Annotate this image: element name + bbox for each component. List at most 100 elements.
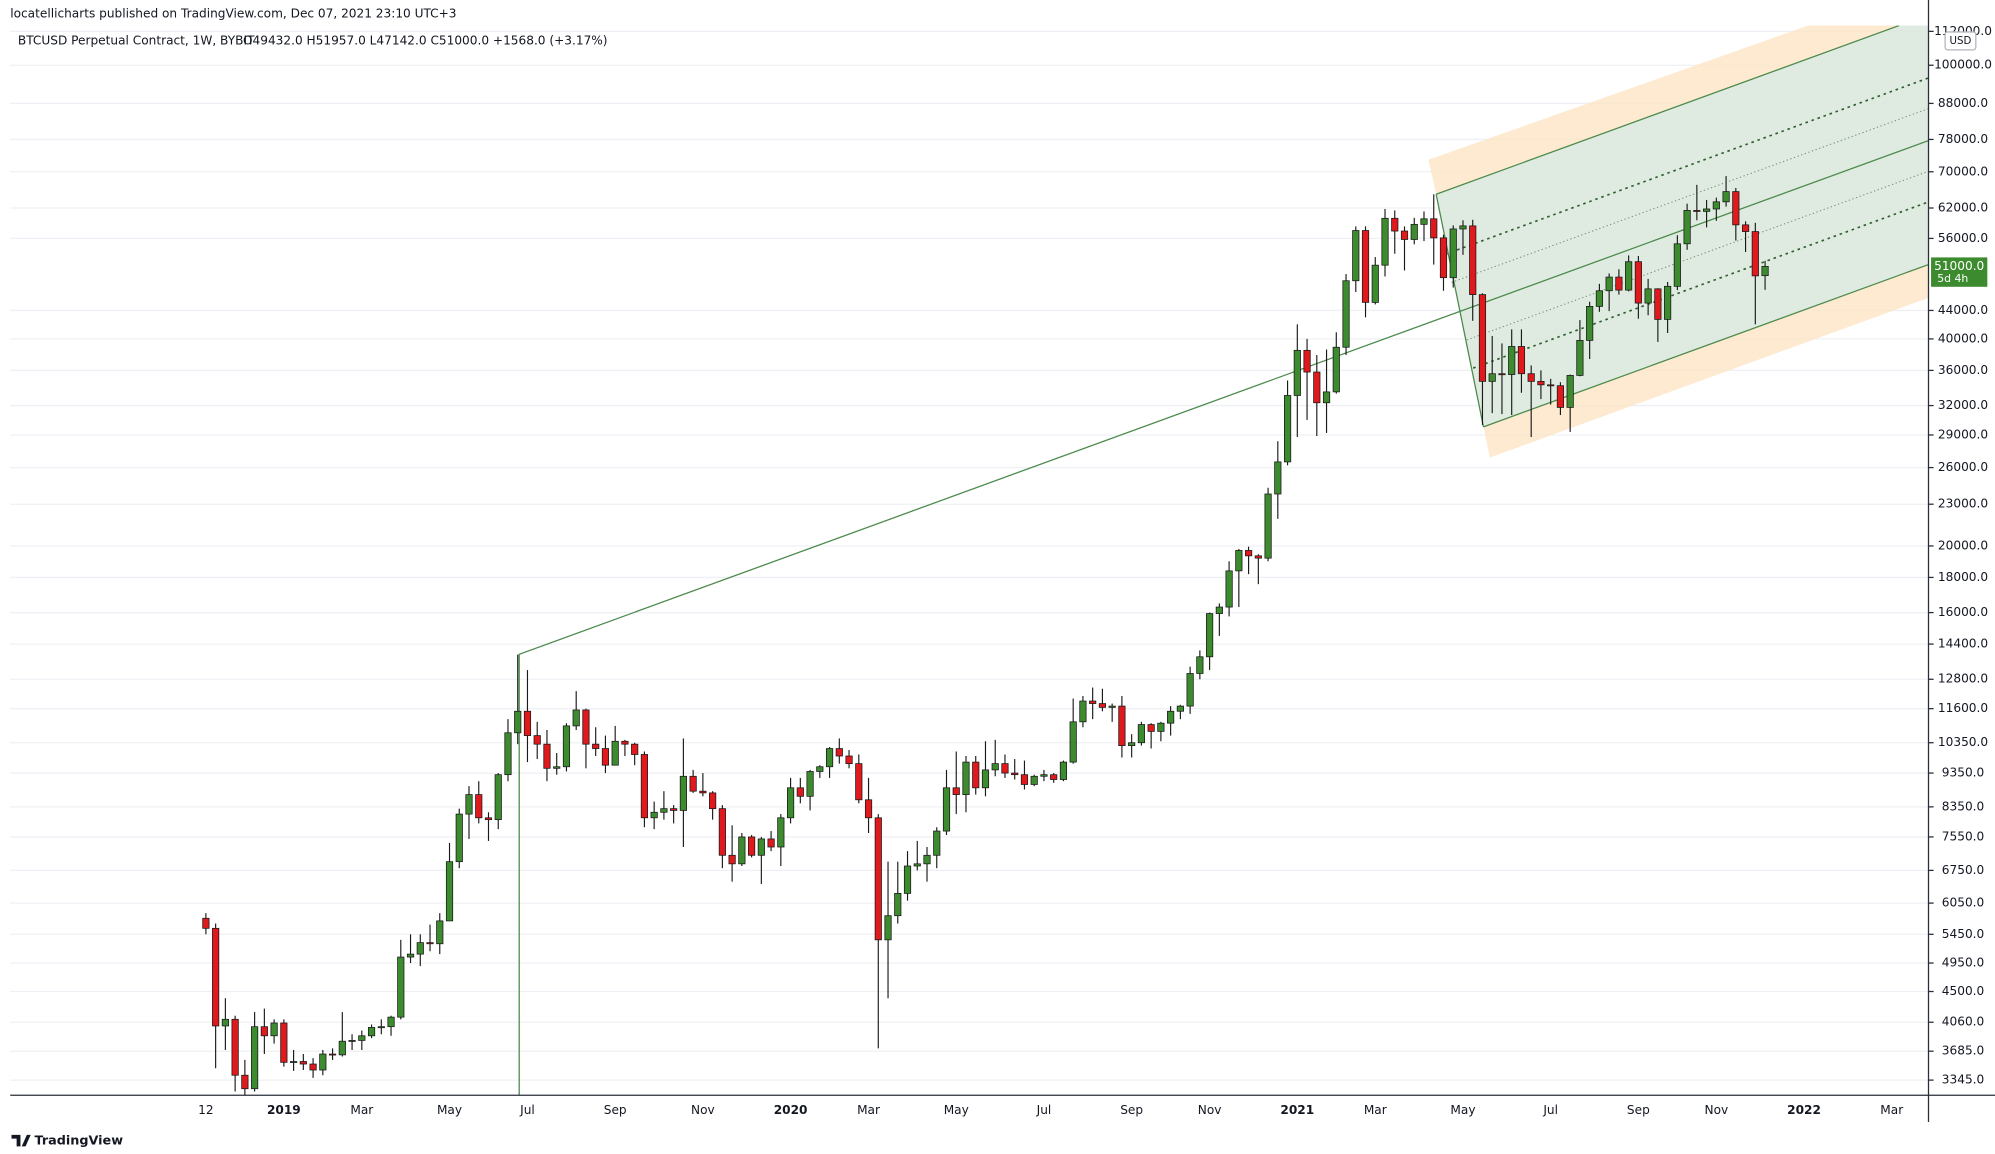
candle-body xyxy=(894,893,902,917)
last-price-box xyxy=(1931,257,1988,287)
candle-body xyxy=(1108,705,1116,708)
x-tick-label: Mar xyxy=(350,1103,373,1117)
candle-body xyxy=(426,942,434,945)
candle-body xyxy=(1527,373,1535,382)
quarter-line xyxy=(1444,77,1929,256)
logo xyxy=(11,1134,31,1147)
candle-body xyxy=(1089,700,1097,704)
y-tick-label: 3345.0 xyxy=(1942,1073,1984,1087)
candle-body xyxy=(864,799,873,819)
y-tick-label: 78000.0 xyxy=(1938,132,1988,146)
candle-body xyxy=(1761,265,1769,277)
candle-body xyxy=(884,915,892,941)
candle-body xyxy=(1030,775,1038,785)
candle-body xyxy=(1196,656,1204,674)
x-tick-label: 2020 xyxy=(774,1103,808,1117)
candle-body xyxy=(1147,724,1155,732)
candle-body xyxy=(718,808,726,856)
y-tick-label: 62000.0 xyxy=(1938,201,1988,215)
candle-body xyxy=(1459,225,1467,230)
candle-body xyxy=(767,838,775,848)
candle-body xyxy=(650,811,658,819)
candle-body xyxy=(299,1061,307,1065)
candle-body xyxy=(202,917,210,929)
quarter-line xyxy=(1466,170,1929,341)
candle-body xyxy=(1050,774,1058,780)
brand: TradingView xyxy=(35,1134,124,1149)
candle-body xyxy=(1547,384,1555,387)
candle-body xyxy=(738,836,746,865)
candle-body xyxy=(1371,264,1379,303)
candle-body xyxy=(952,787,960,795)
axes: 3345.0 3685.0 4060.0 4500.0 4950.0 5450.0 6050… xyxy=(198,24,1992,1117)
candle-body xyxy=(806,771,814,797)
candle-body xyxy=(1215,606,1223,614)
candle-body xyxy=(670,808,678,811)
candle-body xyxy=(1722,191,1730,203)
candle-body xyxy=(1478,294,1487,382)
x-tick-label: Sep xyxy=(1627,1103,1650,1117)
candle-body xyxy=(1625,261,1633,291)
x-tick-label: Mar xyxy=(1364,1103,1387,1117)
candle-body xyxy=(933,830,941,856)
candle-body xyxy=(572,709,580,727)
candle-body xyxy=(543,743,551,769)
candle-body xyxy=(1235,550,1243,572)
candle-body xyxy=(1274,461,1282,495)
y-tick-label: 4950.0 xyxy=(1942,956,1984,970)
candle-body xyxy=(1313,371,1321,404)
y-tick-label: 18000.0 xyxy=(1938,570,1988,584)
y-tick-label: 12800.0 xyxy=(1938,672,1988,686)
candle-body xyxy=(1732,191,1740,226)
candle-body xyxy=(1556,385,1565,408)
candle-body xyxy=(416,942,424,955)
candle-body xyxy=(601,748,610,766)
upper-line xyxy=(1435,25,1900,195)
x-tick-label: May xyxy=(1450,1103,1475,1117)
candle-body xyxy=(241,1074,249,1090)
channel-fill xyxy=(1436,25,1929,427)
candle-body xyxy=(1410,223,1418,240)
candle-body xyxy=(1498,373,1506,376)
candle-body xyxy=(221,1018,229,1027)
candle-body xyxy=(533,735,541,745)
candle-body xyxy=(290,1061,298,1063)
candle-body xyxy=(514,710,522,734)
candle-body xyxy=(1157,722,1165,732)
currency-box[interactable] xyxy=(1944,31,1977,51)
last-price-label: 51000.0 xyxy=(1934,259,1984,273)
candle-body xyxy=(367,1027,376,1037)
candle-body xyxy=(972,761,980,789)
candle-body xyxy=(1654,288,1662,320)
y-tick-label: 20000.0 xyxy=(1938,538,1988,552)
candles xyxy=(202,176,1769,1096)
currency[interactable]: USD xyxy=(1950,36,1972,47)
quarter-line xyxy=(1472,201,1929,369)
candle-body xyxy=(1206,613,1214,658)
candle-body xyxy=(991,763,999,771)
candle-body xyxy=(1508,346,1516,375)
candle-body xyxy=(855,763,863,801)
candle-body xyxy=(1420,218,1428,225)
candle-body xyxy=(358,1035,366,1041)
candle-body xyxy=(621,740,629,745)
x-tick-label: Nov xyxy=(691,1103,715,1117)
y-tick-label: 7550.0 xyxy=(1942,829,1984,843)
candle-body xyxy=(1391,217,1399,232)
candle-body xyxy=(748,836,756,856)
candle-body xyxy=(484,817,493,821)
y-tick-label: 36000.0 xyxy=(1938,363,1988,377)
candle-body xyxy=(465,794,473,815)
y-tick-label: 100000.0 xyxy=(1934,58,1992,72)
x-tick-label: Nov xyxy=(1198,1103,1222,1117)
candle-body xyxy=(1283,395,1292,463)
candle-body xyxy=(962,761,970,795)
candle-body xyxy=(699,790,707,794)
candle-body xyxy=(1128,742,1136,747)
candle-body xyxy=(1352,230,1360,282)
candle-body xyxy=(1254,555,1262,559)
publisher: locatellicharts published on TradingView… xyxy=(10,7,456,21)
y-tick-label: 26000.0 xyxy=(1938,460,1988,474)
candle-body xyxy=(504,732,512,776)
candle-body xyxy=(1703,208,1711,212)
